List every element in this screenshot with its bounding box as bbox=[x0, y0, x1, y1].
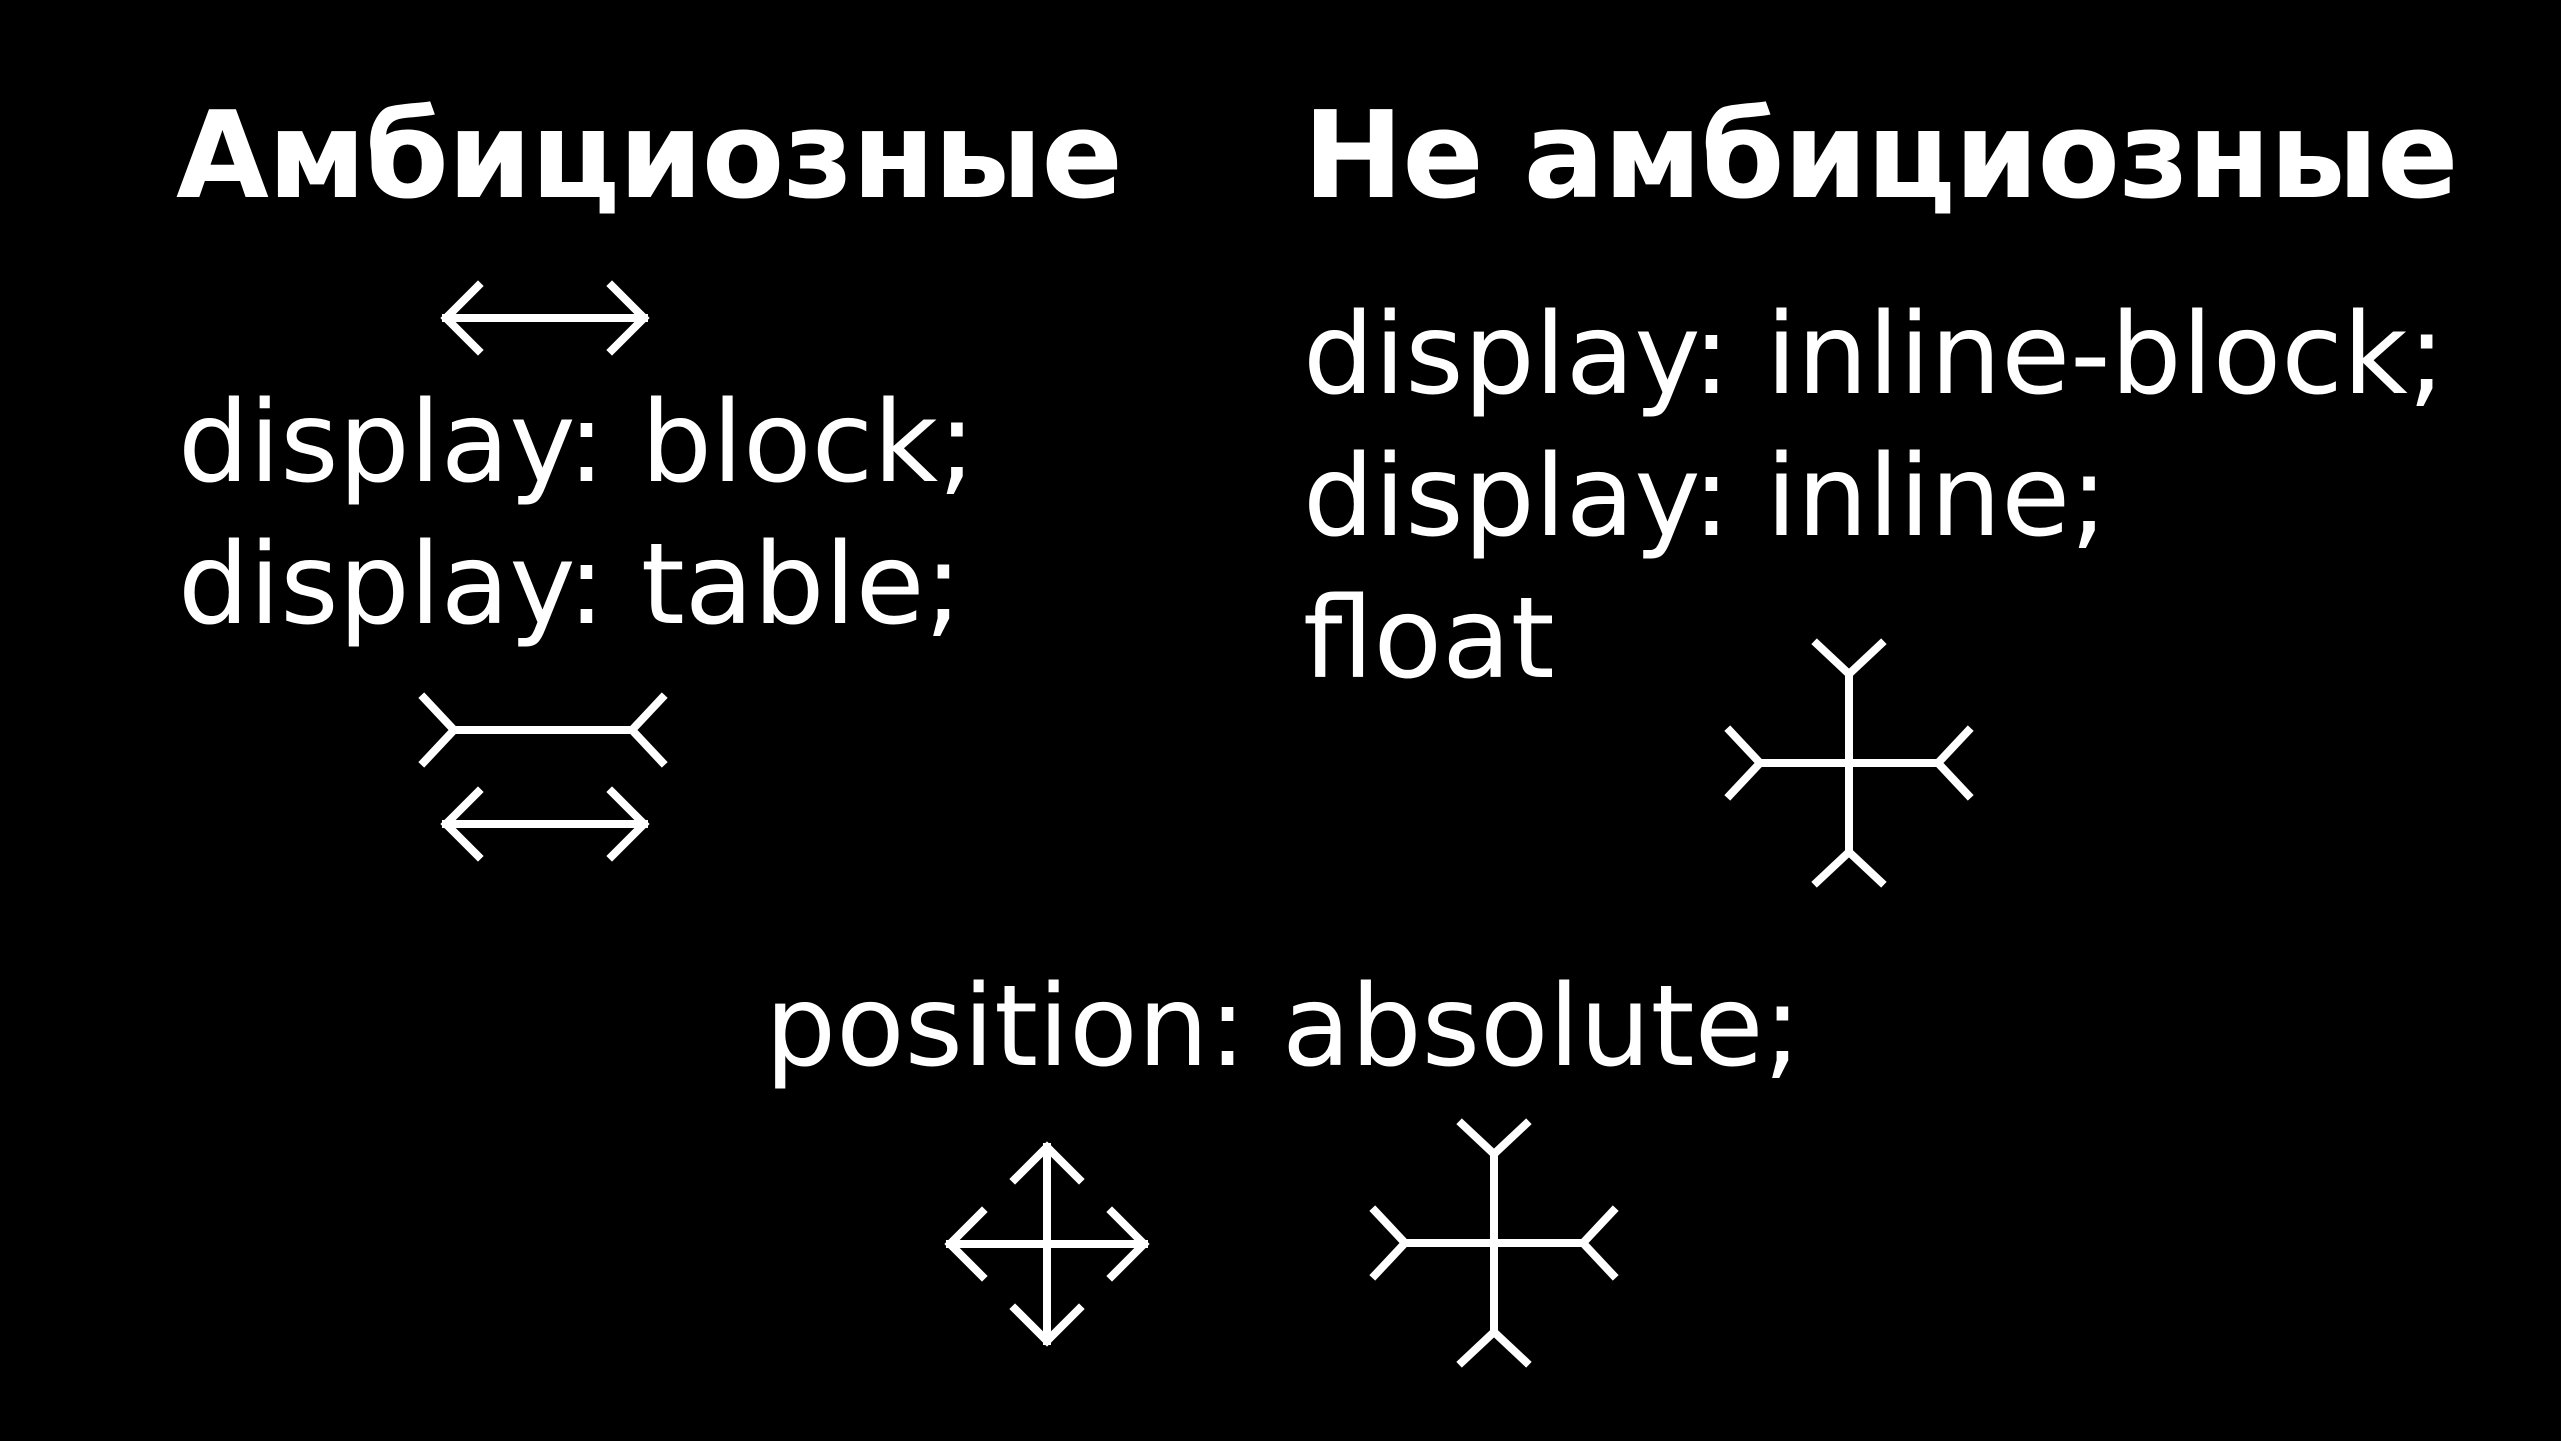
code-line-display-inline-block: display: inline-block; bbox=[1303, 290, 2446, 420]
code-line-position-absolute: position: absolute; bbox=[765, 962, 1802, 1092]
code-line-display-table: display: table; bbox=[178, 520, 963, 650]
shrink-horizontal-icon bbox=[418, 692, 668, 768]
shrink-cross-icon bbox=[1369, 1118, 1619, 1368]
ambitious-heading: Амбициозные bbox=[176, 87, 1123, 226]
code-line-float: float bbox=[1303, 574, 1555, 704]
code-line-display-block: display: block; bbox=[178, 378, 976, 508]
not-ambitious-code-block: display: inline-block; display: inline; … bbox=[1303, 284, 2445, 710]
shrink-cross-icon bbox=[1724, 638, 1974, 888]
ambitious-code-block: display: block; display: table; bbox=[178, 372, 976, 656]
double-arrow-horizontal-icon bbox=[440, 280, 650, 356]
not-ambitious-heading: Не амбициозные bbox=[1303, 87, 2459, 226]
code-line-display-inline: display: inline; bbox=[1303, 432, 2108, 562]
double-arrow-horizontal-icon bbox=[440, 786, 650, 862]
position-absolute-line: position: absolute; bbox=[765, 956, 1801, 1098]
expand-cross-icon bbox=[944, 1141, 1150, 1347]
